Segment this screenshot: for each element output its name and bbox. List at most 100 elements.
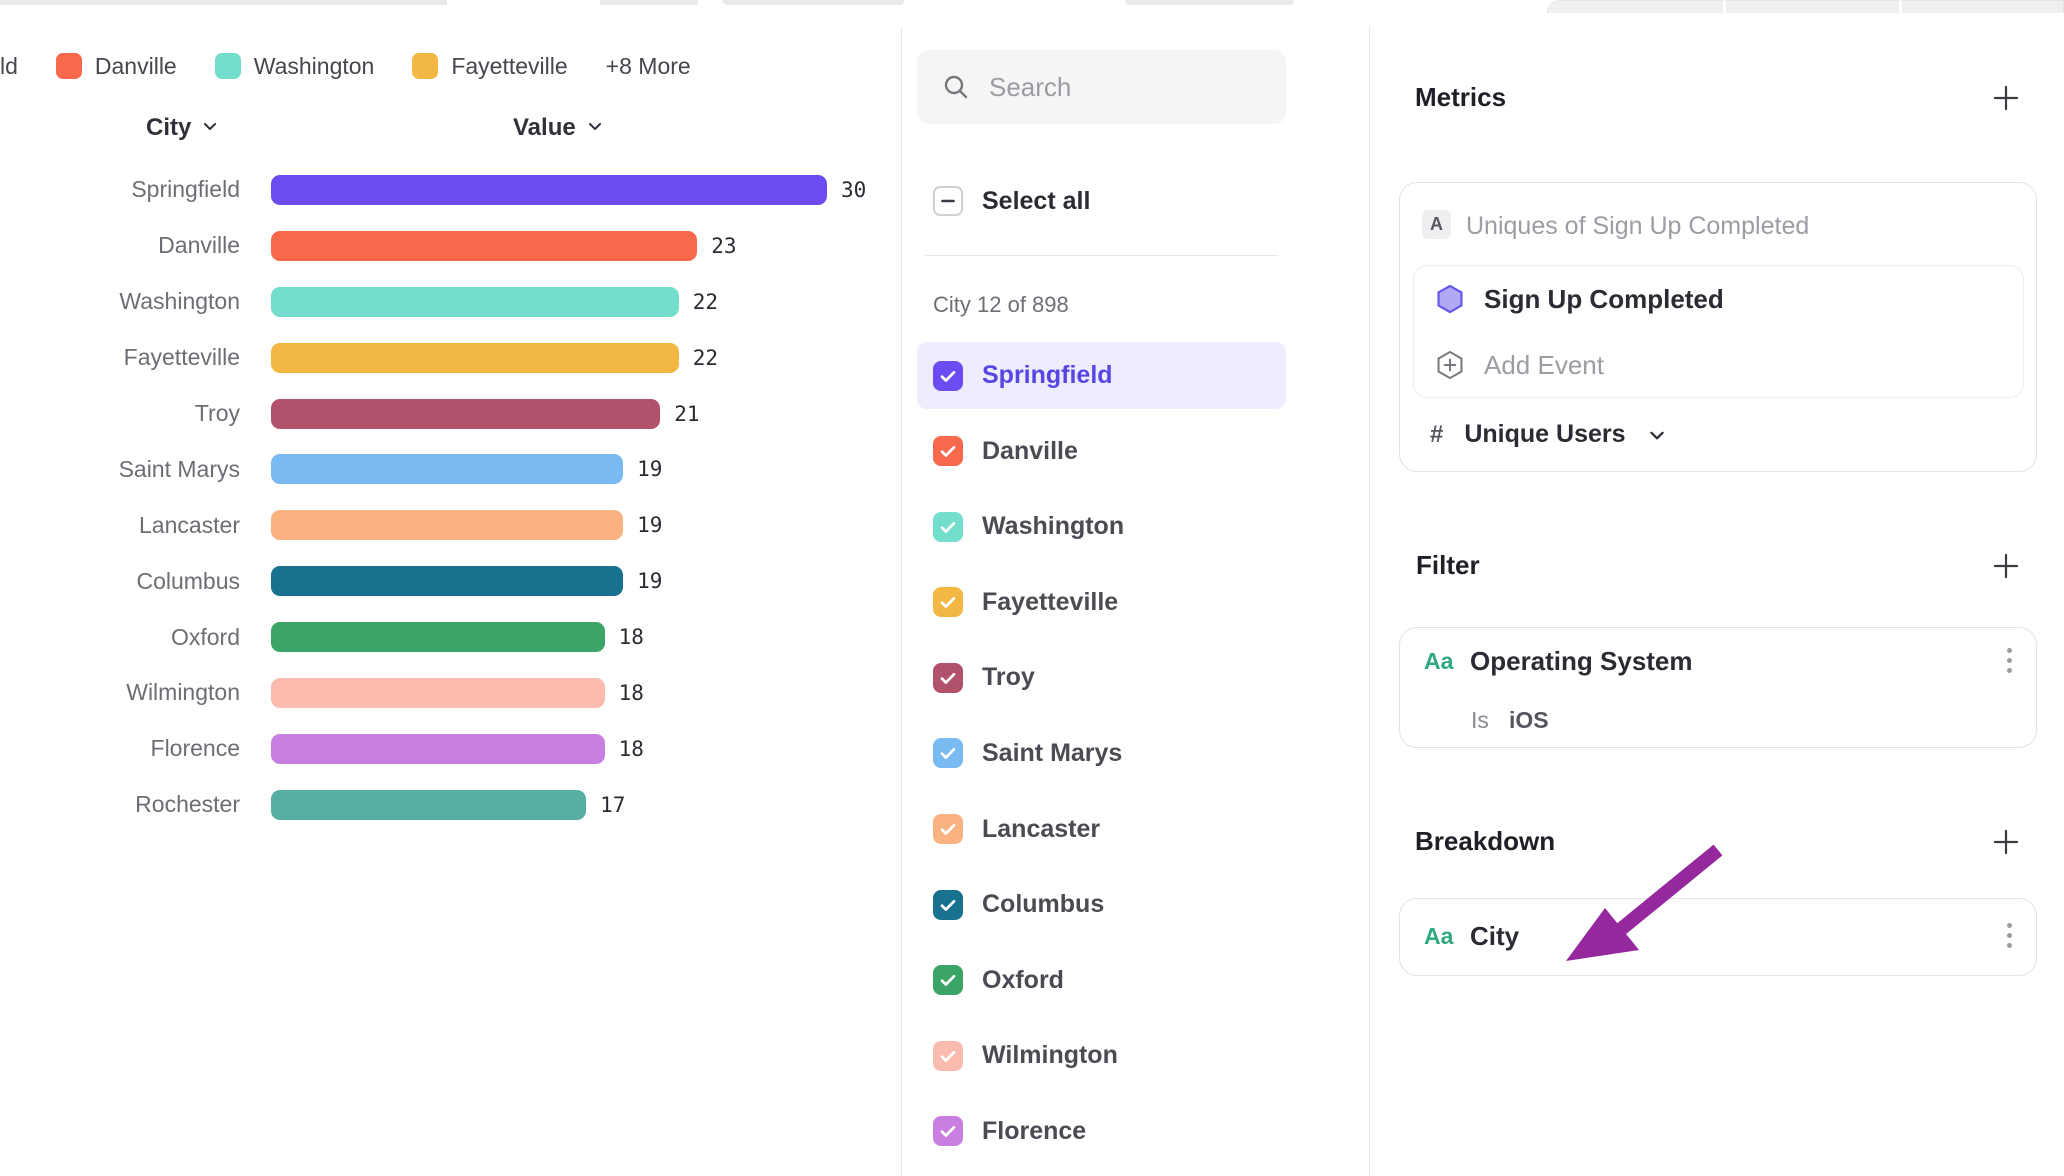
city-list-item[interactable]: Florence (917, 1098, 1286, 1165)
search-input[interactable]: Search (917, 50, 1286, 124)
legend-item[interactable]: Washington (214, 53, 374, 80)
bar-value: 21 (674, 401, 700, 426)
kebab-menu-icon[interactable] (2007, 648, 2012, 673)
bar[interactable] (271, 677, 605, 708)
legend-item[interactable]: Danville (55, 53, 177, 80)
city-list-item[interactable]: Danville (917, 418, 1286, 485)
bar-category-label: Saint Marys (118, 455, 240, 482)
legend-swatch-icon (55, 53, 82, 79)
bar-category-label: Springfield (131, 176, 240, 203)
event-row[interactable]: Sign Up Completed (1434, 281, 1724, 317)
city-checkbox-checked[interactable] (933, 360, 963, 391)
city-name: Danville (982, 436, 1078, 465)
city-name: Troy (982, 663, 1035, 692)
view-tabs-strip[interactable] (1547, 0, 2064, 13)
bar-row: Lancaster 19 (0, 497, 901, 553)
filter-value[interactable]: iOS (1509, 707, 1549, 733)
city-checkbox-checked[interactable] (933, 511, 963, 542)
breakdown-card[interactable]: Aa City (1399, 898, 2037, 976)
bar-value: 22 (692, 345, 719, 370)
bar-value: 18 (618, 625, 644, 650)
city-checkbox-checked[interactable] (933, 587, 963, 618)
bar[interactable] (271, 622, 605, 653)
city-name: Wilmington (982, 1041, 1118, 1070)
city-checkbox-checked[interactable] (933, 436, 963, 467)
filter-card[interactable]: Aa Operating System Is iOS (1399, 627, 2037, 748)
legend-item[interactable]: ld (0, 53, 18, 80)
add-filter-button[interactable] (1990, 550, 2022, 582)
event-block: Sign Up Completed Add Event (1413, 265, 2024, 398)
city-list-item[interactable]: Saint Marys (917, 720, 1286, 787)
bar-category-label: Wilmington (126, 679, 240, 706)
city-list-item[interactable]: Oxford (917, 947, 1286, 1014)
bar-row: Fayetteville 22 (0, 330, 901, 386)
hexagon-plus-icon (1434, 349, 1466, 381)
bar[interactable] (271, 733, 605, 764)
filter-operator[interactable]: Is (1471, 707, 1489, 733)
add-breakdown-button[interactable] (1990, 826, 2022, 858)
select-all-row[interactable]: Select all (933, 183, 1090, 219)
kebab-menu-icon[interactable] (2007, 923, 2012, 948)
bar[interactable] (271, 510, 624, 541)
bar[interactable] (271, 230, 698, 261)
city-list-item[interactable]: Fayetteville (917, 569, 1286, 636)
bar-value: 19 (637, 513, 663, 538)
chart-legend: ld Danville Washington Fayetteville +8 More (0, 50, 691, 82)
city-checkbox-checked[interactable] (933, 965, 963, 996)
city-list-item[interactable]: Springfield (917, 342, 1286, 409)
city-name: Oxford (982, 965, 1064, 994)
metric-card[interactable]: A Uniques of Sign Up Completed Sign Up C… (1399, 182, 2037, 472)
city-checkbox-checked[interactable] (933, 1040, 963, 1071)
city-name: Fayetteville (982, 587, 1119, 616)
city-checkbox-checked[interactable] (933, 662, 963, 693)
hexagon-event-icon (1434, 283, 1466, 315)
add-metric-button[interactable] (1990, 82, 2022, 114)
measure-selector[interactable]: # Unique Users (1430, 420, 1667, 449)
view-tabs-divider (1899, 0, 1902, 13)
chevron-down-icon (1647, 425, 1667, 445)
add-event-row[interactable]: Add Event (1434, 347, 1604, 383)
panel-divider (1369, 26, 1370, 1176)
bar[interactable] (271, 789, 587, 820)
bar-category-label: Rochester (135, 791, 240, 818)
city-checkbox-checked[interactable] (933, 889, 963, 920)
city-list-item[interactable]: Columbus (917, 871, 1286, 938)
bar-rows: Springfield 30 Danville 23 Washington 22 Fayet… (0, 162, 901, 833)
column-header-value[interactable]: Value (513, 114, 604, 142)
hash-icon: # (1430, 420, 1444, 448)
measure-label: Unique Users (1464, 420, 1626, 448)
bar[interactable] (271, 398, 661, 429)
bar[interactable] (271, 342, 679, 373)
bar-row: Wilmington 18 (0, 665, 901, 721)
column-header-city[interactable]: City (146, 114, 219, 142)
city-list: Springfield Danville Washington Fayettevill… (917, 342, 1286, 1174)
metrics-heading: Metrics (1415, 82, 1507, 112)
city-list-item[interactable]: Wilmington (917, 1022, 1286, 1089)
legend-item[interactable]: +8 More (606, 53, 691, 80)
legend-item[interactable]: Fayetteville (412, 52, 568, 80)
city-list-item[interactable]: Troy (917, 644, 1286, 711)
select-all-checkbox-indeterminate[interactable] (933, 186, 963, 216)
city-checkbox-checked[interactable] (933, 1116, 963, 1147)
select-all-label: Select all (982, 186, 1091, 215)
bar-value: 22 (692, 289, 719, 314)
bar-category-label: Washington (119, 288, 240, 315)
city-count-label: City 12 of 898 (933, 292, 1069, 317)
bar[interactable] (271, 454, 624, 485)
city-list-item[interactable]: Lancaster (917, 796, 1286, 863)
bar[interactable] (271, 174, 827, 205)
bar-row: Oxford 18 (0, 609, 901, 665)
city-checkbox-checked[interactable] (933, 738, 963, 769)
city-list-item[interactable]: Washington (917, 493, 1286, 560)
bar-value: 19 (637, 569, 663, 594)
filter-property-name: Operating System (1470, 646, 1693, 676)
top-strip (0, 0, 447, 5)
bar[interactable] (271, 566, 624, 597)
city-name: Florence (982, 1116, 1087, 1145)
top-strip (600, 0, 698, 5)
city-checkbox-checked[interactable] (933, 814, 963, 845)
legend-label: Fayetteville (451, 52, 568, 79)
column-header-city-label: City (146, 114, 192, 141)
bar[interactable] (271, 286, 679, 317)
